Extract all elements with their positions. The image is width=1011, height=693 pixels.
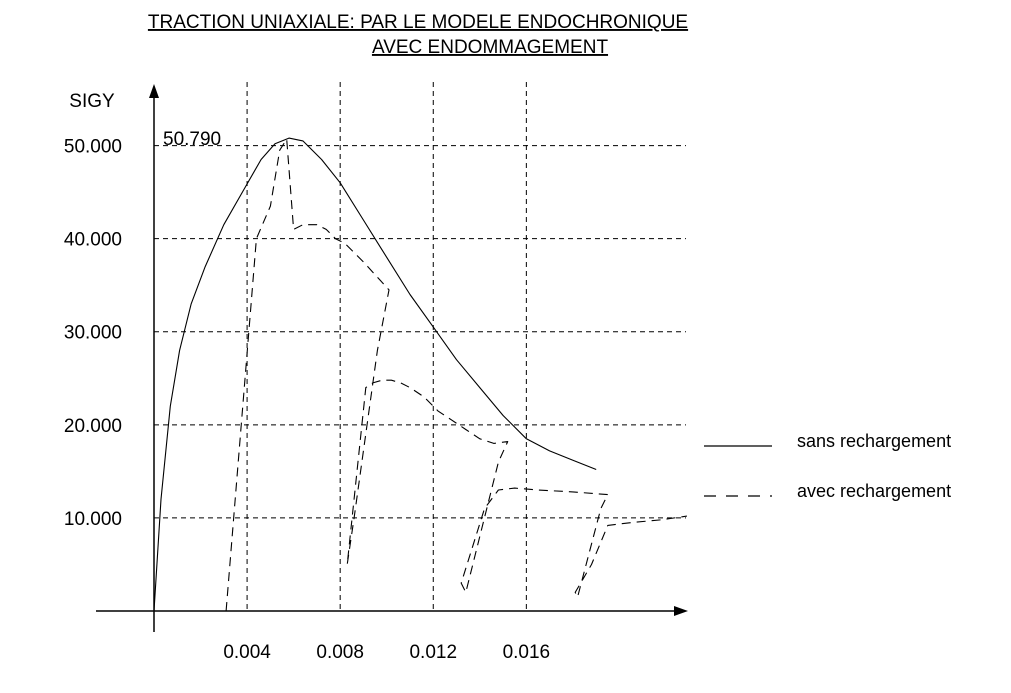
legend-label-1: sans rechargement	[797, 431, 951, 451]
annotation-label: 50.790	[163, 129, 221, 150]
tick-labels: 0.004 0.008 0.012 0.016 10.000 20.000 30.000 40…	[64, 137, 550, 663]
annotations: 50.790	[163, 129, 221, 150]
x-tick-label: 0.012	[409, 642, 457, 663]
x-axis-arrow	[674, 606, 688, 616]
y-tick-label: 10.000	[64, 509, 122, 530]
legend: sans rechargement avec rechargement	[704, 431, 951, 501]
y-tick-label: 20.000	[64, 416, 122, 437]
series-group	[153, 137, 687, 612]
x-tick-label: 0.016	[503, 642, 551, 663]
series-line-1	[153, 137, 597, 612]
grid	[154, 82, 686, 611]
y-tick-label: 30.000	[64, 323, 122, 344]
y-tick-label: 40.000	[64, 230, 122, 251]
chart-subtitle: AVEC ENDOMMAGEMENT	[372, 37, 609, 58]
legend-label-2: avec rechargement	[797, 481, 951, 501]
y-tick-label: 50.000	[64, 137, 122, 158]
chart-title: TRACTION UNIAXIALE: PAR LE MODELE ENDOCH…	[148, 12, 688, 33]
x-tick-label: 0.004	[223, 642, 271, 663]
series-line-2	[225, 138, 687, 612]
x-tick-label: 0.008	[316, 642, 364, 663]
axes	[96, 84, 688, 632]
y-axis-label: SIGY	[69, 91, 115, 112]
y-axis-arrow	[149, 84, 159, 98]
